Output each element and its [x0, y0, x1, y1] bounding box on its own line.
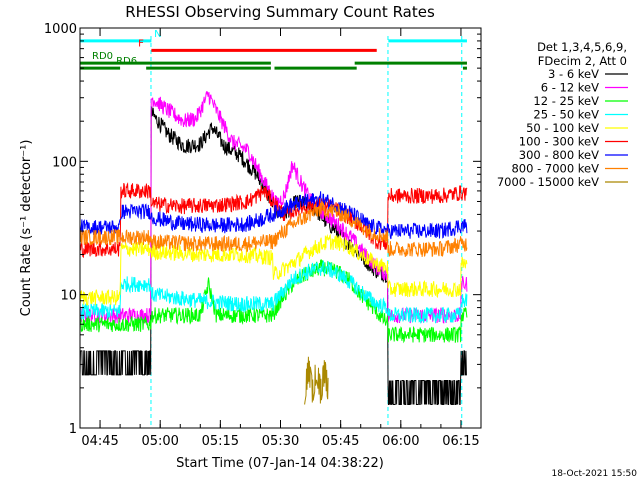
- legend-label-7: 800 - 7000 keV: [511, 162, 599, 176]
- legend-label-2: 12 - 25 keV: [533, 94, 599, 108]
- x-tick-label-3: 05:30: [262, 434, 299, 449]
- x-tick-label-4: 05:45: [322, 434, 359, 449]
- x-tick-label-1: 05:00: [141, 434, 178, 449]
- plot-area: NF RD0 RD6: [80, 29, 468, 428]
- y-tick-label-2: 100: [52, 155, 77, 170]
- status-label-rd6: RD6: [116, 56, 137, 67]
- timestamp: 18-Oct-2021 15:50: [552, 469, 638, 479]
- legend-header-0: Det 1,3,4,5,6,9,: [537, 40, 627, 54]
- y-tick-label-0: 1: [69, 422, 77, 437]
- series-line-3: [80, 260, 468, 324]
- series-line-8: [304, 356, 329, 405]
- series-line-5: [80, 182, 468, 259]
- x-tick-label-6: 06:15: [442, 434, 479, 449]
- status-label-rd0: RD0: [92, 51, 113, 62]
- y-axis-label: Count Rate (s⁻¹ detector⁻¹): [19, 140, 34, 317]
- chart-title: RHESSI Observing Summary Count Rates: [125, 3, 435, 21]
- legend: Det 1,3,4,5,6,9,FDecim 2, Att 03 - 6 keV…: [497, 40, 628, 189]
- status-label-n: N: [154, 29, 161, 40]
- legend-label-8: 7000 - 15000 keV: [497, 175, 599, 189]
- y-tick-label-1: 10: [60, 289, 77, 304]
- legend-header-1: FDecim 2, Att 0: [538, 54, 627, 68]
- axes: 04:45 05:00 05:15 05:30 05:45 06:00 06:15 1 10 10…: [44, 22, 482, 449]
- series-line-6: [80, 191, 468, 240]
- series-line-7: [80, 201, 468, 257]
- series-line-0: [80, 106, 467, 405]
- legend-label-0: 3 - 6 keV: [548, 67, 599, 81]
- x-tick-label-5: 06:00: [382, 434, 419, 449]
- legend-label-1: 6 - 12 keV: [541, 81, 599, 95]
- legend-label-4: 50 - 100 keV: [526, 121, 599, 135]
- series-line-4: [80, 233, 468, 306]
- legend-label-6: 300 - 800 keV: [519, 148, 599, 162]
- x-tick-label-2: 05:15: [202, 434, 239, 449]
- x-axis-label: Start Time (07-Jan-14 04:38:22): [176, 456, 384, 471]
- legend-label-3: 25 - 50 keV: [533, 108, 599, 122]
- legend-label-5: 100 - 300 keV: [519, 135, 599, 149]
- y-tick-label-3: 1000: [44, 22, 77, 37]
- x-tick-label-0: 04:45: [81, 434, 118, 449]
- status-label-f: F: [138, 38, 144, 49]
